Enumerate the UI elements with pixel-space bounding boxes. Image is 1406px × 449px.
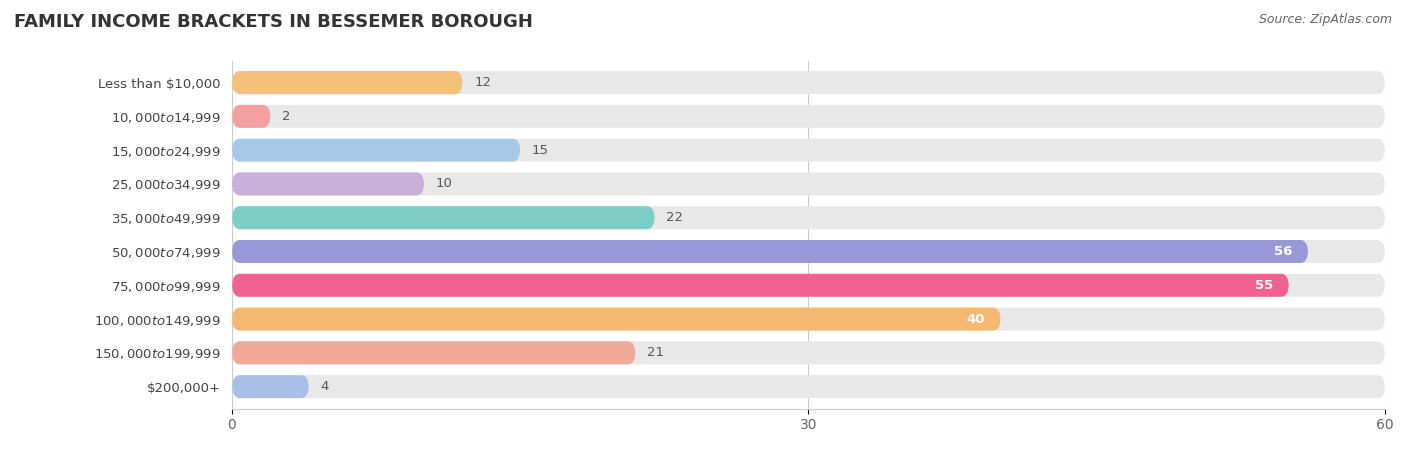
FancyBboxPatch shape [232,274,1385,297]
Text: 55: 55 [1256,279,1274,292]
Text: Source: ZipAtlas.com: Source: ZipAtlas.com [1258,13,1392,26]
FancyBboxPatch shape [232,172,1385,195]
Text: 56: 56 [1274,245,1292,258]
Text: 15: 15 [531,144,548,157]
Text: 40: 40 [967,313,986,326]
FancyBboxPatch shape [232,341,636,364]
FancyBboxPatch shape [232,240,1308,263]
FancyBboxPatch shape [232,274,1289,297]
FancyBboxPatch shape [232,341,1385,364]
FancyBboxPatch shape [232,308,1385,330]
FancyBboxPatch shape [232,172,425,195]
Text: 4: 4 [321,380,329,393]
FancyBboxPatch shape [232,105,1385,128]
FancyBboxPatch shape [232,375,1385,398]
FancyBboxPatch shape [232,206,655,229]
FancyBboxPatch shape [232,240,1385,263]
Text: 10: 10 [436,177,453,190]
Text: 12: 12 [474,76,491,89]
Text: FAMILY INCOME BRACKETS IN BESSEMER BOROUGH: FAMILY INCOME BRACKETS IN BESSEMER BOROU… [14,13,533,31]
Text: 22: 22 [666,211,683,224]
FancyBboxPatch shape [232,105,270,128]
FancyBboxPatch shape [232,206,1385,229]
FancyBboxPatch shape [232,71,1385,94]
FancyBboxPatch shape [232,308,1001,330]
FancyBboxPatch shape [232,139,520,162]
Text: 2: 2 [283,110,291,123]
FancyBboxPatch shape [232,139,1385,162]
FancyBboxPatch shape [232,375,309,398]
FancyBboxPatch shape [232,71,463,94]
Text: 21: 21 [647,346,664,359]
